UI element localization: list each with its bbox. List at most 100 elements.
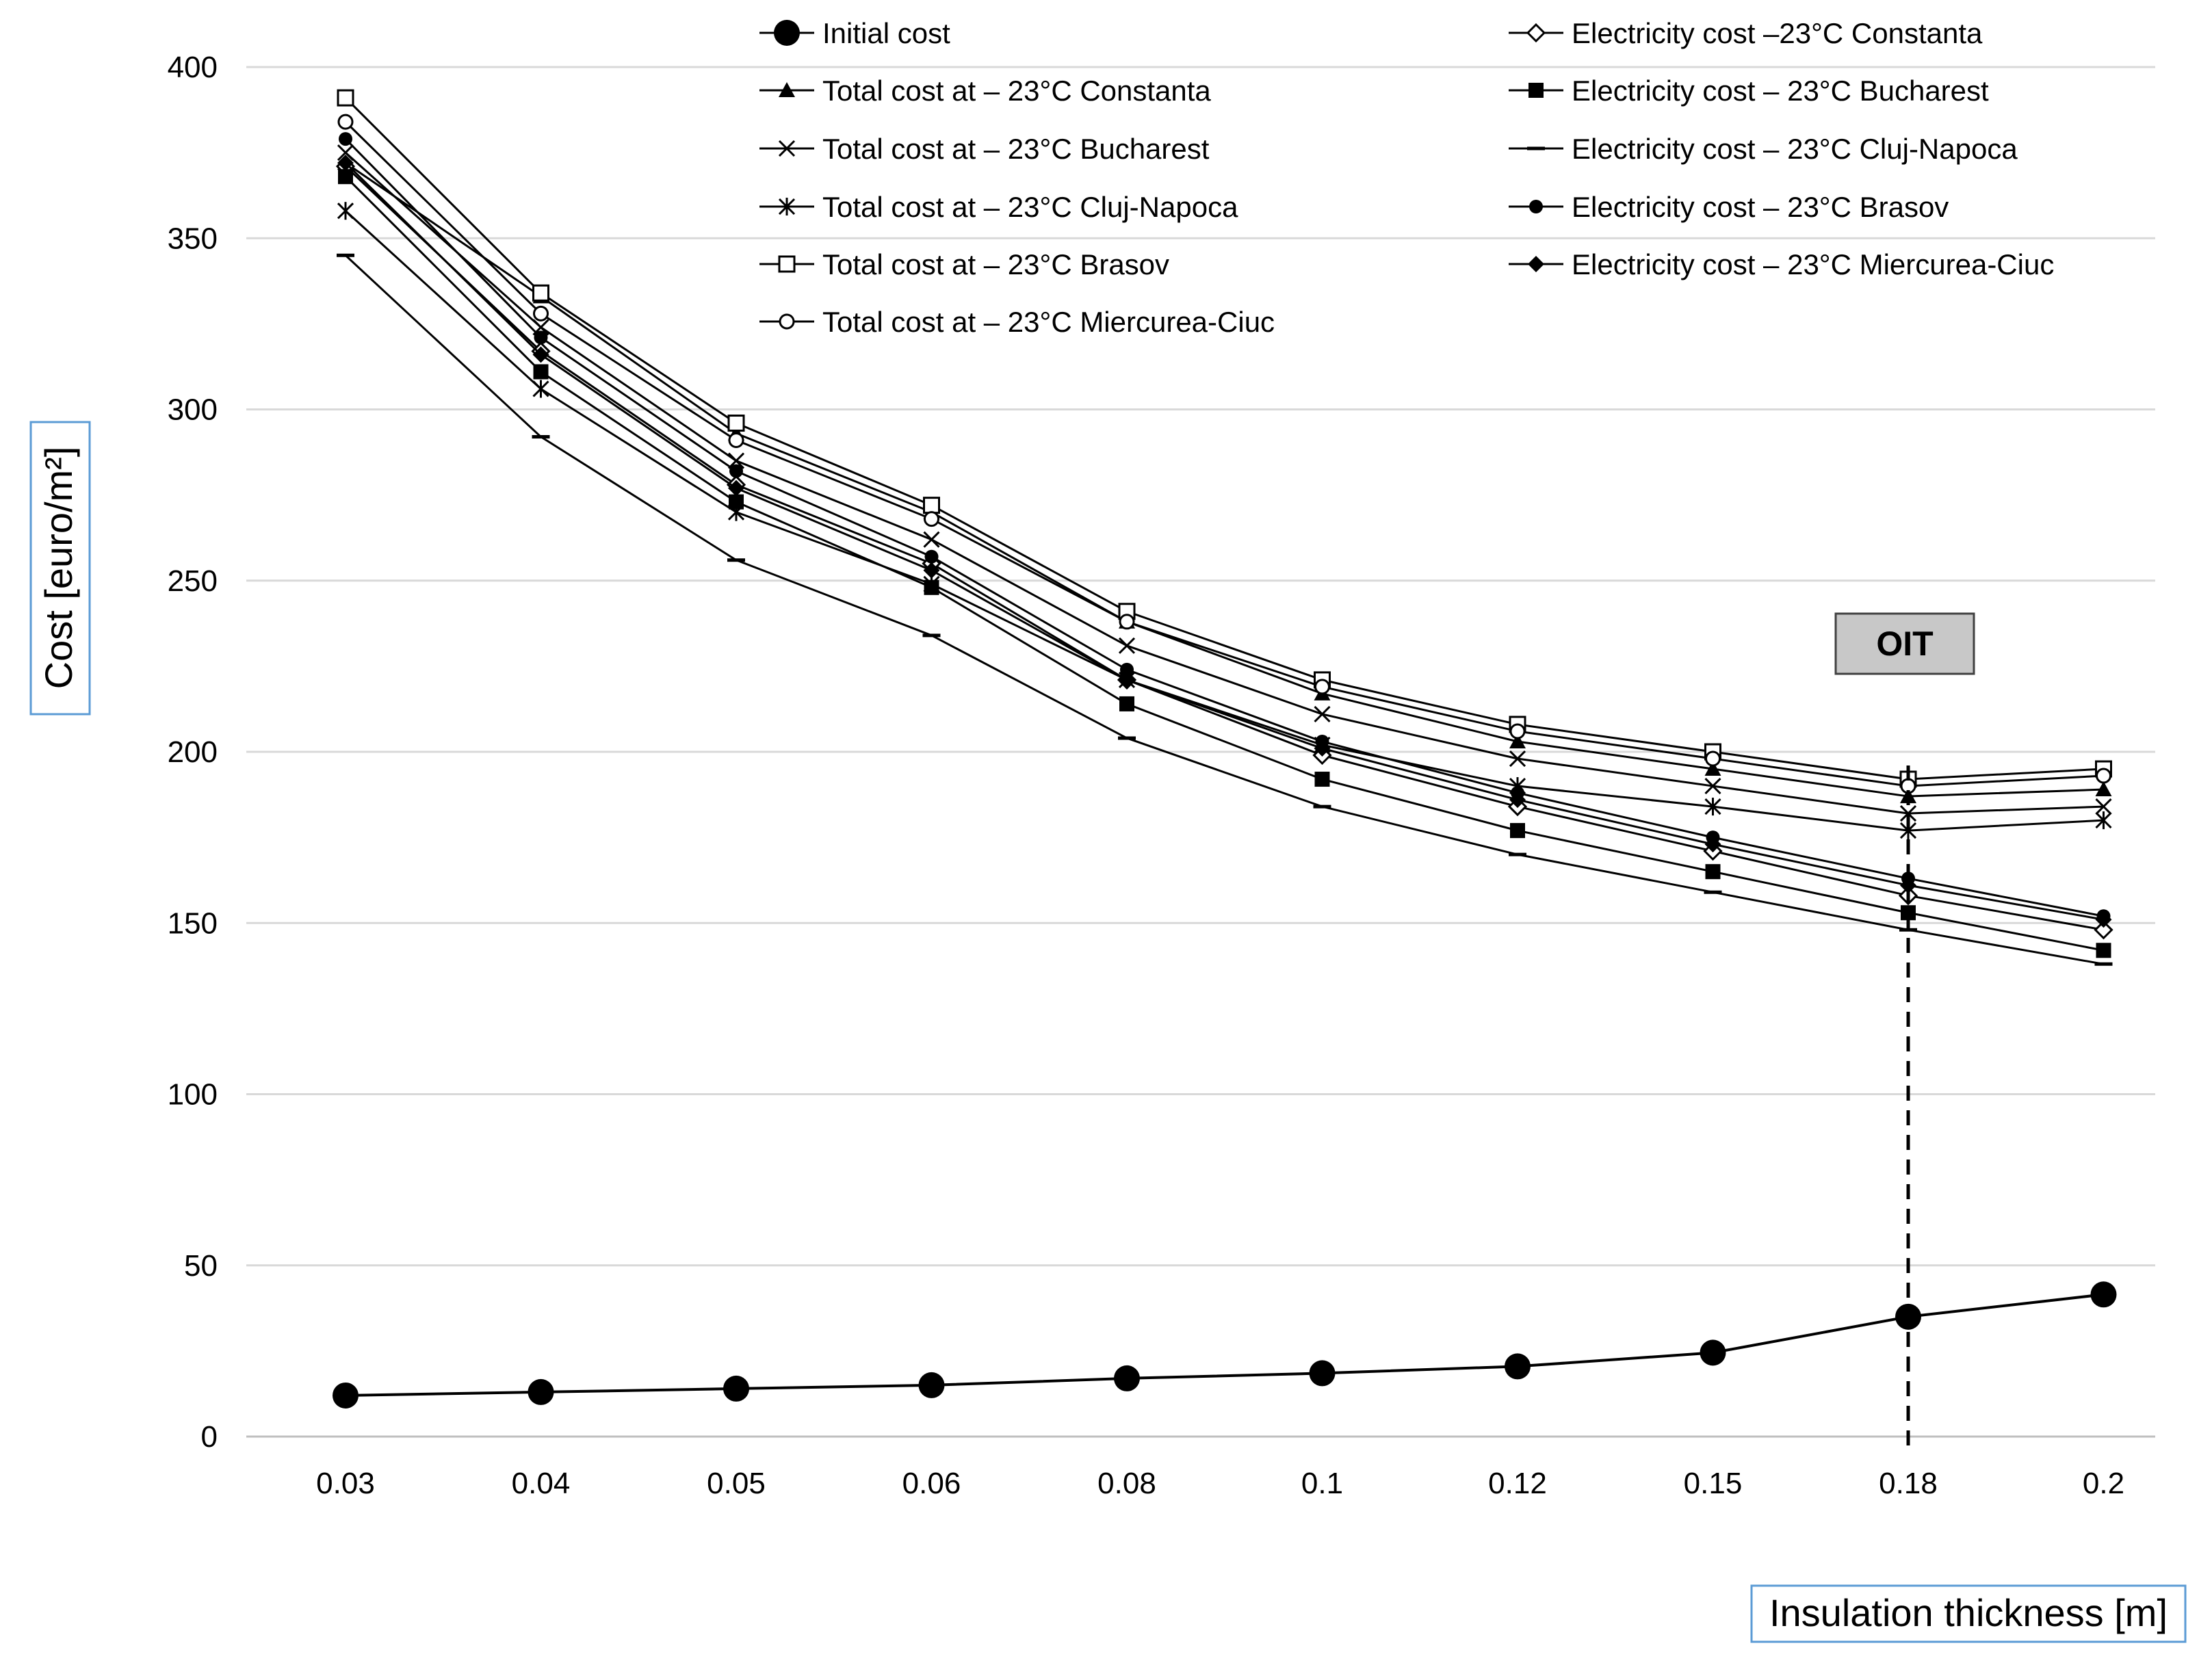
series-line bbox=[345, 161, 2104, 798]
data-point bbox=[723, 1375, 749, 1402]
annotations: OIT bbox=[1834, 612, 1975, 1449]
gridlines bbox=[246, 66, 2155, 1438]
data-point bbox=[333, 1382, 359, 1409]
data-point bbox=[729, 494, 744, 510]
oit-label: OIT bbox=[1876, 625, 1933, 663]
legend-marker bbox=[1528, 83, 1544, 98]
legend-marker bbox=[1528, 256, 1544, 272]
series-layer bbox=[333, 89, 2117, 1409]
axis-titles: Cost [euro/m²] Insulation thickness [m] bbox=[29, 421, 2187, 1643]
y-tick-label: 350 bbox=[168, 222, 218, 255]
data-point bbox=[533, 305, 549, 322]
data-point bbox=[2095, 798, 2112, 815]
series-7 bbox=[338, 169, 2111, 958]
data-point bbox=[924, 511, 939, 527]
series-line bbox=[344, 166, 2104, 931]
y-axis-title-box bbox=[29, 421, 91, 716]
x-tick-label: 0.03 bbox=[316, 1467, 375, 1500]
legend-label: Initial cost bbox=[822, 17, 950, 49]
legend-label: Total cost at – 23°C Miercurea-Ciuc bbox=[822, 306, 1275, 338]
data-point bbox=[1120, 662, 1134, 677]
legend-marker bbox=[779, 313, 795, 330]
data-point bbox=[2094, 920, 2113, 940]
data-point bbox=[1700, 1339, 1726, 1366]
legend-item: Total cost at – 23°C Bucharest bbox=[759, 133, 1210, 165]
x-tick-label: 0.08 bbox=[1097, 1467, 1156, 1500]
legend-item: Electricity cost –23°C Constanta bbox=[1509, 17, 1983, 49]
data-point bbox=[1704, 798, 1721, 816]
data-point bbox=[532, 284, 549, 302]
data-point bbox=[532, 346, 549, 363]
data-point bbox=[728, 480, 744, 497]
legend-marker bbox=[1526, 23, 1546, 43]
x-tick-label: 0.05 bbox=[707, 1467, 766, 1500]
x-tick-label: 0.1 bbox=[1301, 1467, 1343, 1500]
data-point bbox=[1119, 614, 1135, 630]
legend-label: Total cost at – 23°C Constanta bbox=[822, 75, 1211, 107]
data-point bbox=[923, 531, 940, 548]
y-tick-label: 250 bbox=[168, 564, 218, 598]
data-point bbox=[1119, 696, 1134, 711]
legend-item: Initial cost bbox=[759, 17, 950, 49]
series-10 bbox=[337, 155, 2112, 928]
x-tick-label: 0.04 bbox=[512, 1467, 571, 1500]
legend-label: Electricity cost – 23°C Brasov bbox=[1572, 191, 1949, 223]
x-axis-title-box bbox=[1750, 1584, 2187, 1643]
data-point bbox=[923, 562, 940, 579]
data-point bbox=[1901, 905, 1916, 921]
data-point bbox=[1705, 864, 1721, 880]
x-tick-label: 0.12 bbox=[1488, 1467, 1547, 1500]
data-point bbox=[1509, 733, 1526, 748]
y-tick-label: 200 bbox=[168, 735, 218, 769]
data-point bbox=[2096, 768, 2111, 784]
data-point bbox=[533, 364, 549, 380]
series-line bbox=[344, 96, 2104, 781]
legend-marker bbox=[774, 20, 800, 46]
series-line bbox=[344, 121, 2104, 787]
y-tick-label: 100 bbox=[168, 1078, 218, 1112]
legend-marker bbox=[778, 140, 796, 157]
y-tick-label: 300 bbox=[168, 393, 218, 427]
legend-label: Total cost at – 23°C Bucharest bbox=[822, 133, 1210, 165]
legend-item: Total cost at – 23°C Cluj-Napoca bbox=[759, 191, 1238, 223]
data-point bbox=[1704, 836, 1721, 853]
legend-item: Electricity cost – 23°C Cluj-Napoca bbox=[1509, 133, 2018, 165]
x-axis-title: Insulation thickness [m] bbox=[1769, 1591, 2168, 1634]
legend: Initial cost Total cost at – 23°C Constan… bbox=[759, 17, 2054, 338]
data-point bbox=[1900, 877, 1916, 894]
data-point bbox=[337, 144, 354, 161]
series-2 bbox=[337, 144, 2112, 822]
data-point bbox=[2095, 781, 2112, 797]
legend-marker bbox=[778, 255, 796, 273]
data-point bbox=[1899, 805, 1917, 822]
x-tick-label: 0.18 bbox=[1879, 1467, 1938, 1500]
data-point bbox=[2090, 1281, 2117, 1308]
data-point bbox=[1314, 772, 1330, 787]
legend-item: Total cost at – 23°C Miercurea-Ciuc bbox=[759, 306, 1275, 338]
data-point bbox=[1314, 739, 1331, 757]
legend-label: Electricity cost – 23°C Bucharest bbox=[1572, 75, 1989, 107]
x-tick-label: 0.2 bbox=[2083, 1467, 2124, 1500]
oit-box bbox=[1834, 612, 1975, 675]
legend-label: Total cost at – 23°C Cluj-Napoca bbox=[822, 191, 1238, 223]
data-point bbox=[1114, 1365, 1140, 1391]
data-point bbox=[2095, 811, 2112, 830]
legend-label: Electricity cost – 23°C Cluj-Napoca bbox=[1572, 133, 2018, 165]
data-point bbox=[2095, 911, 2112, 928]
legend-marker bbox=[779, 82, 795, 97]
x-axis-ticks: 0.03 0.04 0.05 0.06 0.08 0.1 0.12 0.15 0.18 0.2 bbox=[316, 1467, 2124, 1500]
legend-item: Electricity cost – 23°C Brasov bbox=[1509, 191, 1949, 223]
x-tick-label: 0.06 bbox=[902, 1467, 961, 1500]
legend-label: Total cost at – 23°C Brasov bbox=[822, 248, 1169, 280]
data-point bbox=[727, 415, 745, 432]
legend-item: Electricity cost – 23°C Miercurea-Ciuc bbox=[1509, 248, 2054, 280]
series-line bbox=[344, 162, 2104, 921]
data-point bbox=[528, 1378, 554, 1405]
data-point bbox=[1119, 671, 1135, 688]
data-point bbox=[1314, 705, 1331, 723]
data-point bbox=[1118, 637, 1136, 654]
data-point bbox=[1509, 723, 1526, 739]
y-tick-label: 50 bbox=[184, 1249, 218, 1283]
data-point bbox=[918, 1372, 945, 1398]
